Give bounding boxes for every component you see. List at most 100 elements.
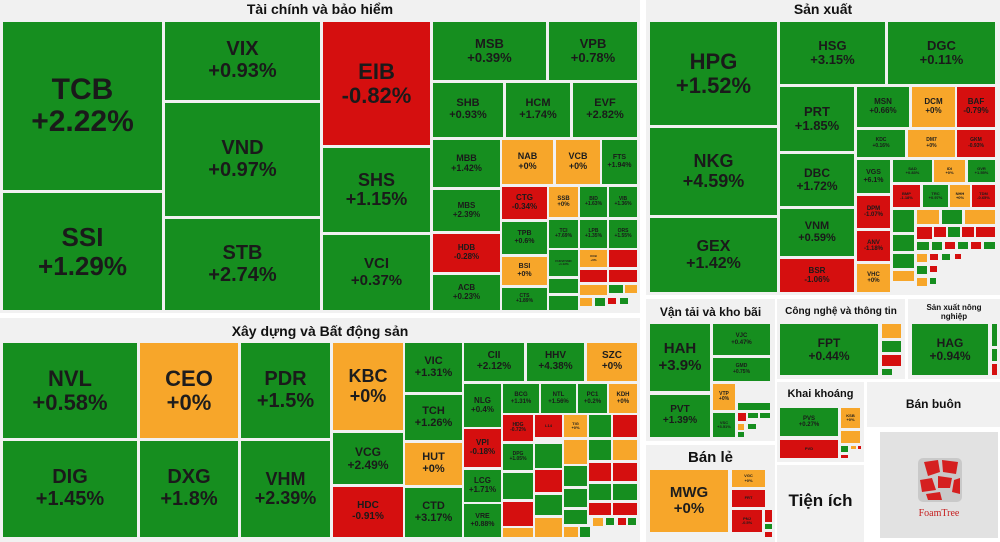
small-stock-tile[interactable]: [893, 235, 914, 251]
stock-tile-ssi[interactable]: SSI +1.29%: [3, 193, 162, 310]
stock-tile-dgc[interactable]: DGC +0.11%: [888, 22, 995, 84]
stock-tile-msn[interactable]: MSN +0.66%: [857, 87, 909, 127]
small-stock-tile[interactable]: [932, 242, 942, 250]
stock-tile-ors[interactable]: ORS +1.55%: [609, 220, 637, 248]
stock-tile-ssb[interactable]: SSB +0%: [549, 187, 578, 217]
stock-tile-nab[interactable]: NAB +0%: [502, 140, 553, 184]
small-stock-tile[interactable]: [976, 227, 995, 237]
small-stock-tile[interactable]: [965, 210, 995, 224]
stock-tile-acb[interactable]: ACB +0.23%: [433, 275, 500, 310]
small-stock-tile[interactable]: [992, 364, 997, 375]
panel-utilities[interactable]: Tiện ích: [777, 465, 864, 542]
small-stock-tile[interactable]: [564, 527, 578, 537]
stock-tile-idi[interactable]: IDI +0%: [934, 160, 965, 182]
stock-tile-dbc[interactable]: DBC +1.72%: [780, 154, 854, 206]
stock-tile-hah[interactable]: HAH +3.9%: [650, 324, 710, 391]
small-stock-tile[interactable]: [882, 324, 901, 338]
stock-tile-cii[interactable]: CII +2.12%: [464, 343, 524, 381]
stock-tile-gmd[interactable]: GMD +0.75%: [713, 358, 770, 381]
stock-tile-kdh[interactable]: KDH +0%: [609, 384, 637, 413]
stock-tile-anv[interactable]: ANV -1.18%: [857, 231, 890, 261]
stock-tile-gkm[interactable]: GKM -0.93%: [957, 130, 995, 157]
stock-tile-hdg[interactable]: HDG -0.72%: [503, 415, 533, 441]
small-stock-tile[interactable]: [620, 298, 628, 304]
small-stock-tile[interactable]: [613, 463, 637, 481]
small-stock-tile[interactable]: [738, 413, 746, 421]
small-stock-tile[interactable]: [858, 446, 861, 449]
small-stock-tile[interactable]: [609, 250, 637, 267]
small-stock-tile[interactable]: [917, 210, 939, 224]
stock-tile-ntl[interactable]: NTL +1.56%: [541, 384, 576, 413]
small-stock-tile[interactable]: [765, 532, 772, 537]
stock-tile-dpm[interactable]: DPM -1.07%: [857, 196, 890, 228]
small-stock-tile[interactable]: [535, 470, 562, 492]
stock-tile-vpi[interactable]: VPI -0.18%: [464, 429, 501, 467]
stock-tile-tig[interactable]: TIG +0%: [564, 415, 587, 437]
stock-tile-nkg[interactable]: NKG +4.59%: [650, 128, 777, 215]
small-stock-tile[interactable]: [971, 242, 981, 249]
small-stock-tile[interactable]: [930, 278, 936, 284]
stock-tile-eib[interactable]: EIB -0.82%: [323, 22, 430, 145]
stock-tile-vic[interactable]: VIC +1.31%: [405, 343, 462, 392]
stock-tile-tpb[interactable]: TPB +0.6%: [502, 222, 547, 254]
stock-tile-bsr[interactable]: BSR -1.06%: [780, 259, 854, 292]
small-stock-tile[interactable]: [564, 510, 587, 524]
small-stock-tile[interactable]: [882, 369, 892, 375]
small-stock-tile[interactable]: [549, 279, 578, 293]
stock-tile-mwg[interactable]: MWG +0%: [650, 470, 728, 532]
small-stock-tile[interactable]: [613, 440, 637, 460]
small-stock-tile[interactable]: [628, 518, 636, 525]
stock-tile-vgs[interactable]: VGS +6.1%: [857, 160, 890, 193]
small-stock-tile[interactable]: [748, 424, 756, 429]
small-stock-tile[interactable]: [618, 518, 626, 525]
stock-tile-baf[interactable]: BAF -0.79%: [957, 87, 995, 127]
stock-tile-hdb[interactable]: HDB -0.28%: [433, 234, 500, 272]
stock-tile-vpb[interactable]: VPB +0.78%: [549, 22, 637, 80]
stock-tile-fuevfvnd[interactable]: FUEVFVND +1.12%: [549, 250, 578, 276]
stock-tile-hsg[interactable]: HSG +3.15%: [780, 22, 885, 84]
stock-tile-hag[interactable]: HAG +0.94%: [912, 324, 988, 375]
small-stock-tile[interactable]: [535, 495, 562, 515]
small-stock-tile[interactable]: [882, 355, 901, 366]
stock-tile-pdr[interactable]: PDR +1.5%: [241, 343, 330, 438]
small-stock-tile[interactable]: [984, 242, 995, 249]
small-stock-tile[interactable]: [608, 298, 616, 304]
small-stock-tile[interactable]: [992, 349, 997, 361]
stock-tile-bmp[interactable]: BMP -1.18%: [893, 185, 920, 207]
small-stock-tile[interactable]: [589, 503, 611, 515]
stock-tile-trc[interactable]: TRC +0.97%: [923, 185, 948, 207]
stock-tile-dpg[interactable]: DPG +1.05%: [503, 444, 533, 470]
small-stock-tile[interactable]: [549, 296, 578, 310]
small-stock-tile[interactable]: [955, 254, 961, 259]
small-stock-tile[interactable]: [595, 298, 605, 306]
stock-tile-fpt[interactable]: FPT +0.44%: [780, 324, 878, 375]
small-stock-tile[interactable]: [992, 324, 997, 346]
stock-tile-dcm[interactable]: DCM +0%: [912, 87, 955, 127]
stock-tile-shs[interactable]: SHS +1.15%: [323, 148, 430, 232]
small-stock-tile[interactable]: [580, 285, 607, 295]
small-stock-tile[interactable]: [893, 210, 914, 232]
small-stock-tile[interactable]: [580, 298, 592, 306]
small-stock-tile[interactable]: [503, 528, 533, 537]
stock-tile-pvt[interactable]: PVT +1.39%: [650, 395, 710, 437]
stock-tile-tcb[interactable]: TCB +2.22%: [3, 22, 162, 190]
stock-tile-mbb[interactable]: MBB +1.42%: [433, 140, 500, 187]
small-stock-tile[interactable]: [613, 484, 637, 500]
stock-tile-cts[interactable]: CTS +1.89%: [502, 288, 547, 310]
stock-tile-pc1[interactable]: PC1 +0.2%: [578, 384, 607, 413]
small-stock-tile[interactable]: [917, 227, 932, 239]
small-stock-tile[interactable]: [589, 440, 611, 460]
stock-tile-vix[interactable]: VIX +0.93%: [165, 22, 320, 100]
stock-tile-lpb[interactable]: LPB +1.35%: [580, 220, 607, 248]
stock-tile-mbs[interactable]: MBS +2.39%: [433, 190, 500, 231]
small-stock-tile[interactable]: [580, 270, 607, 282]
small-stock-tile[interactable]: [841, 431, 860, 443]
small-stock-tile[interactable]: [564, 466, 587, 486]
stock-tile-hdc[interactable]: HDC -0.91%: [333, 487, 403, 537]
small-stock-tile[interactable]: [917, 278, 927, 286]
stock-tile-vsc[interactable]: VSC +3.51%: [713, 413, 735, 437]
stock-tile-ocb[interactable]: OCB +0%: [580, 250, 607, 267]
stock-tile-hhv[interactable]: HHV +4.38%: [527, 343, 584, 381]
small-stock-tile[interactable]: [917, 242, 929, 250]
stock-tile-bcg[interactable]: BCG +1.31%: [503, 384, 539, 413]
